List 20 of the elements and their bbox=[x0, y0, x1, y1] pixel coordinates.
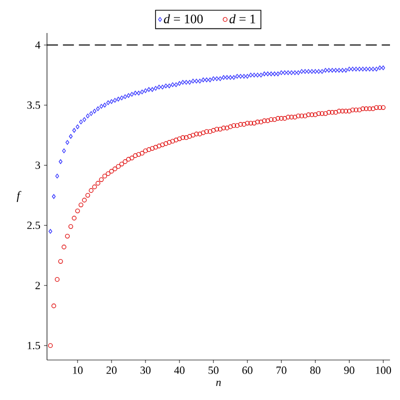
y-axis-title: f bbox=[16, 191, 22, 202]
y-tick-label: 2.5 bbox=[27, 222, 40, 230]
x-tick-label: 10 bbox=[73, 366, 83, 374]
x-tick-label: 50 bbox=[208, 366, 218, 374]
x-tick-label: 90 bbox=[344, 366, 354, 374]
x-axis-title: n bbox=[216, 380, 221, 386]
x-tick-label: 60 bbox=[242, 366, 252, 374]
legend-label: d = 1 bbox=[230, 14, 256, 24]
x-tick-label: 30 bbox=[140, 366, 151, 374]
y-tick-label: 3.5 bbox=[27, 101, 40, 109]
y-tick-label: 4 bbox=[35, 41, 40, 49]
y-tick-label: 1.5 bbox=[28, 342, 40, 350]
y-tick-label: 3 bbox=[36, 162, 40, 169]
legend-label: d = 100 bbox=[164, 14, 203, 24]
x-tick-label: 20 bbox=[106, 366, 117, 374]
x-tick-label: 40 bbox=[174, 366, 185, 374]
x-tick-label: 100 bbox=[376, 366, 392, 374]
x-tick-label: 80 bbox=[310, 366, 320, 374]
x-tick-label: 70 bbox=[276, 366, 286, 374]
y-tick-label: 2 bbox=[35, 282, 40, 290]
